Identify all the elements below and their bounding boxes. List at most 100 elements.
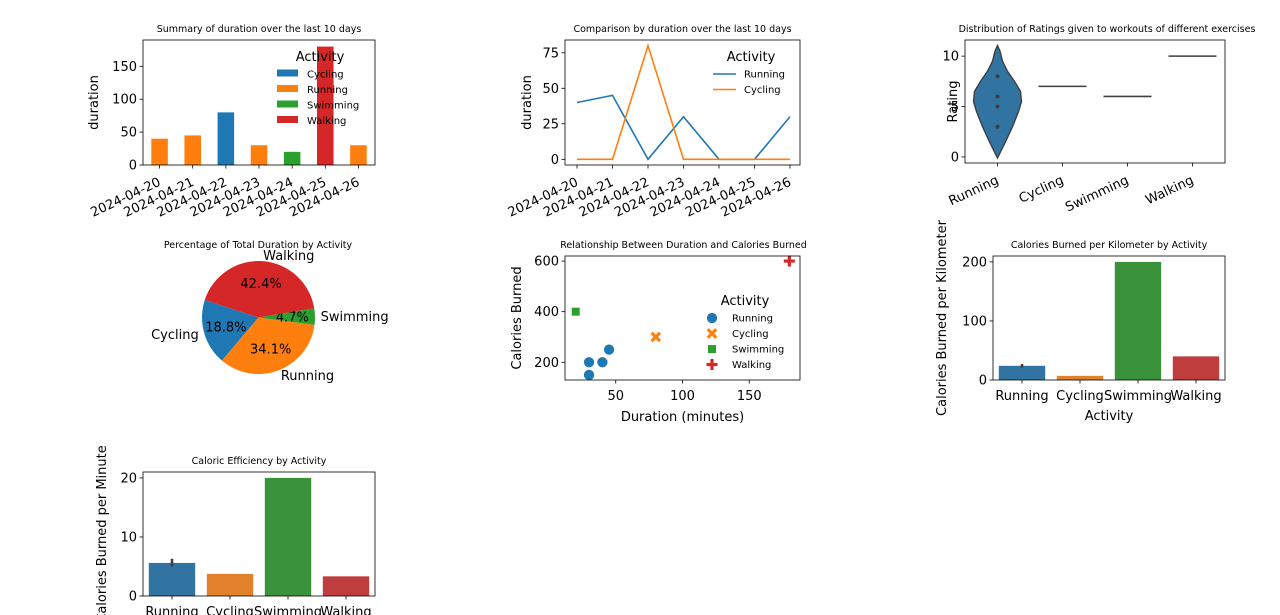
legend-label: Running (307, 85, 348, 96)
scatter-point-cycling (650, 331, 662, 343)
y-axis-label: Calories Burned per Minute (95, 445, 110, 615)
axes-frame (964, 39, 1226, 164)
chart-title: Comparison by duration over the last 10 … (573, 24, 791, 35)
legend-label: Running (732, 314, 773, 325)
bar-running (350, 145, 367, 165)
legend: Activity Running Cycling (713, 50, 785, 96)
x-axis-label: Activity (1085, 409, 1134, 424)
y-tick-label: 400 (534, 305, 559, 320)
legend-title: Activity (727, 50, 776, 65)
legend-label: Walking (732, 360, 771, 371)
y-tick-label: 20 (120, 471, 137, 486)
pie-label: Cycling (151, 328, 199, 343)
scatter-point-running (603, 343, 615, 356)
y-axis-label: Calories Burned (510, 266, 525, 369)
legend-label: Walking (307, 116, 346, 127)
bar-running (184, 135, 201, 165)
axes-frame (992, 255, 1226, 381)
y-axis-label: duration (87, 75, 102, 130)
pie-pct-label: 42.4% (240, 277, 281, 292)
scatter-point-walking (783, 255, 795, 267)
x-tick-label: Cycling (206, 605, 254, 615)
y-tick-label: 0 (129, 159, 137, 174)
legend-label: Swimming (307, 101, 359, 112)
legend-label: Running (744, 70, 785, 81)
pie-label: Walking (263, 249, 314, 264)
bar-cycling (206, 573, 254, 596)
bar-walking (317, 46, 334, 165)
legend-marker (706, 312, 718, 324)
scatter-point-swimming (571, 307, 580, 316)
x-tick-label: Running (145, 605, 198, 615)
x-tick-label: 50 (607, 389, 624, 404)
duration-comparison-chart: 02550752024-04-202024-04-212024-04-22202… (506, 24, 801, 221)
axes-frame (142, 471, 376, 597)
y-axis-label: duration (520, 75, 535, 130)
bar-running (148, 562, 196, 596)
x-tick-label: Running (947, 173, 1002, 209)
pie-slice-swimming (258, 308, 315, 325)
line-cycling (577, 42, 790, 161)
bar-cycling (1056, 375, 1104, 380)
pie-pct-label: 4.7% (276, 310, 309, 325)
x-tick-label: Walking (1170, 389, 1221, 404)
legend-label: Cycling (744, 85, 781, 96)
violin-point (995, 94, 1000, 99)
legend-label: Cycling (732, 329, 769, 340)
y-tick-label: 0 (951, 150, 959, 165)
duration-pie-chart: 18.8% Cycling 34.1% Running 4.7% Swimming 42.4… (151, 240, 389, 384)
y-tick-label: 0 (979, 374, 987, 389)
pie-pct-label: 34.1% (250, 343, 291, 358)
y-tick-label: 0 (551, 153, 559, 168)
bar-running (998, 365, 1046, 380)
pie-label: Running (281, 369, 334, 384)
y-tick-label: 200 (534, 356, 559, 371)
x-tick-label: Cycling (1056, 389, 1104, 404)
legend-marker (708, 345, 716, 353)
x-tick-label: 150 (737, 389, 762, 404)
legend-label: Cycling (307, 70, 344, 81)
y-tick-label: 100 (112, 93, 137, 108)
legend: Activity Running Cycling Swimming Walking (706, 294, 784, 371)
legend-label: Swimming (732, 345, 784, 356)
chart-title: Relationship Between Duration and Calori… (560, 240, 807, 251)
bar-walking (322, 576, 370, 596)
chart-title: Summary of duration over the last 10 day… (157, 24, 362, 35)
violin-running (972, 43, 1023, 160)
scatter-point-running (583, 369, 595, 381)
legend-swatch (277, 100, 298, 108)
y-tick-label: 600 (534, 255, 559, 270)
y-tick-label: 50 (120, 126, 137, 141)
x-tick-label: Walking (1143, 173, 1196, 208)
violin-point (995, 74, 1000, 79)
x-tick-label: Walking (320, 605, 371, 615)
duration-calories-scatter-chart: 200 400 600 50 100 150 Duration (minutes) Calor… (510, 240, 807, 425)
legend-swatch (277, 116, 298, 123)
bar-walking (1172, 356, 1220, 380)
axes-frame (564, 39, 801, 166)
y-tick-label: 75 (542, 46, 559, 61)
legend-marker (706, 359, 718, 370)
bar-running (250, 145, 268, 165)
chart-title: Calories Burned per Kilometer by Activit… (1011, 240, 1208, 251)
duration-summary-chart: 0501001502024-04-202024-04-212024-04-222… (87, 24, 376, 221)
legend-title: Activity (296, 50, 345, 65)
bar-swimming (283, 151, 301, 165)
x-tick-label: Swimming (1104, 389, 1172, 404)
violin-point (995, 104, 1000, 109)
pie-pct-label: 18.8% (205, 320, 246, 335)
y-tick-label: 200 (962, 255, 987, 270)
x-axis-label: Duration (minutes) (621, 410, 744, 425)
bar-swimming (1114, 261, 1162, 380)
pie-slice-cycling (201, 300, 259, 361)
chart-title: Caloric Efficiency by Activity (192, 456, 327, 467)
y-axis-label: Calories Burned per Kilometer (935, 219, 950, 416)
y-tick-label: 150 (112, 60, 137, 75)
y-tick-label: 100 (962, 314, 987, 329)
scatter-point-running (596, 356, 609, 369)
y-tick-label: 25 (542, 117, 559, 132)
